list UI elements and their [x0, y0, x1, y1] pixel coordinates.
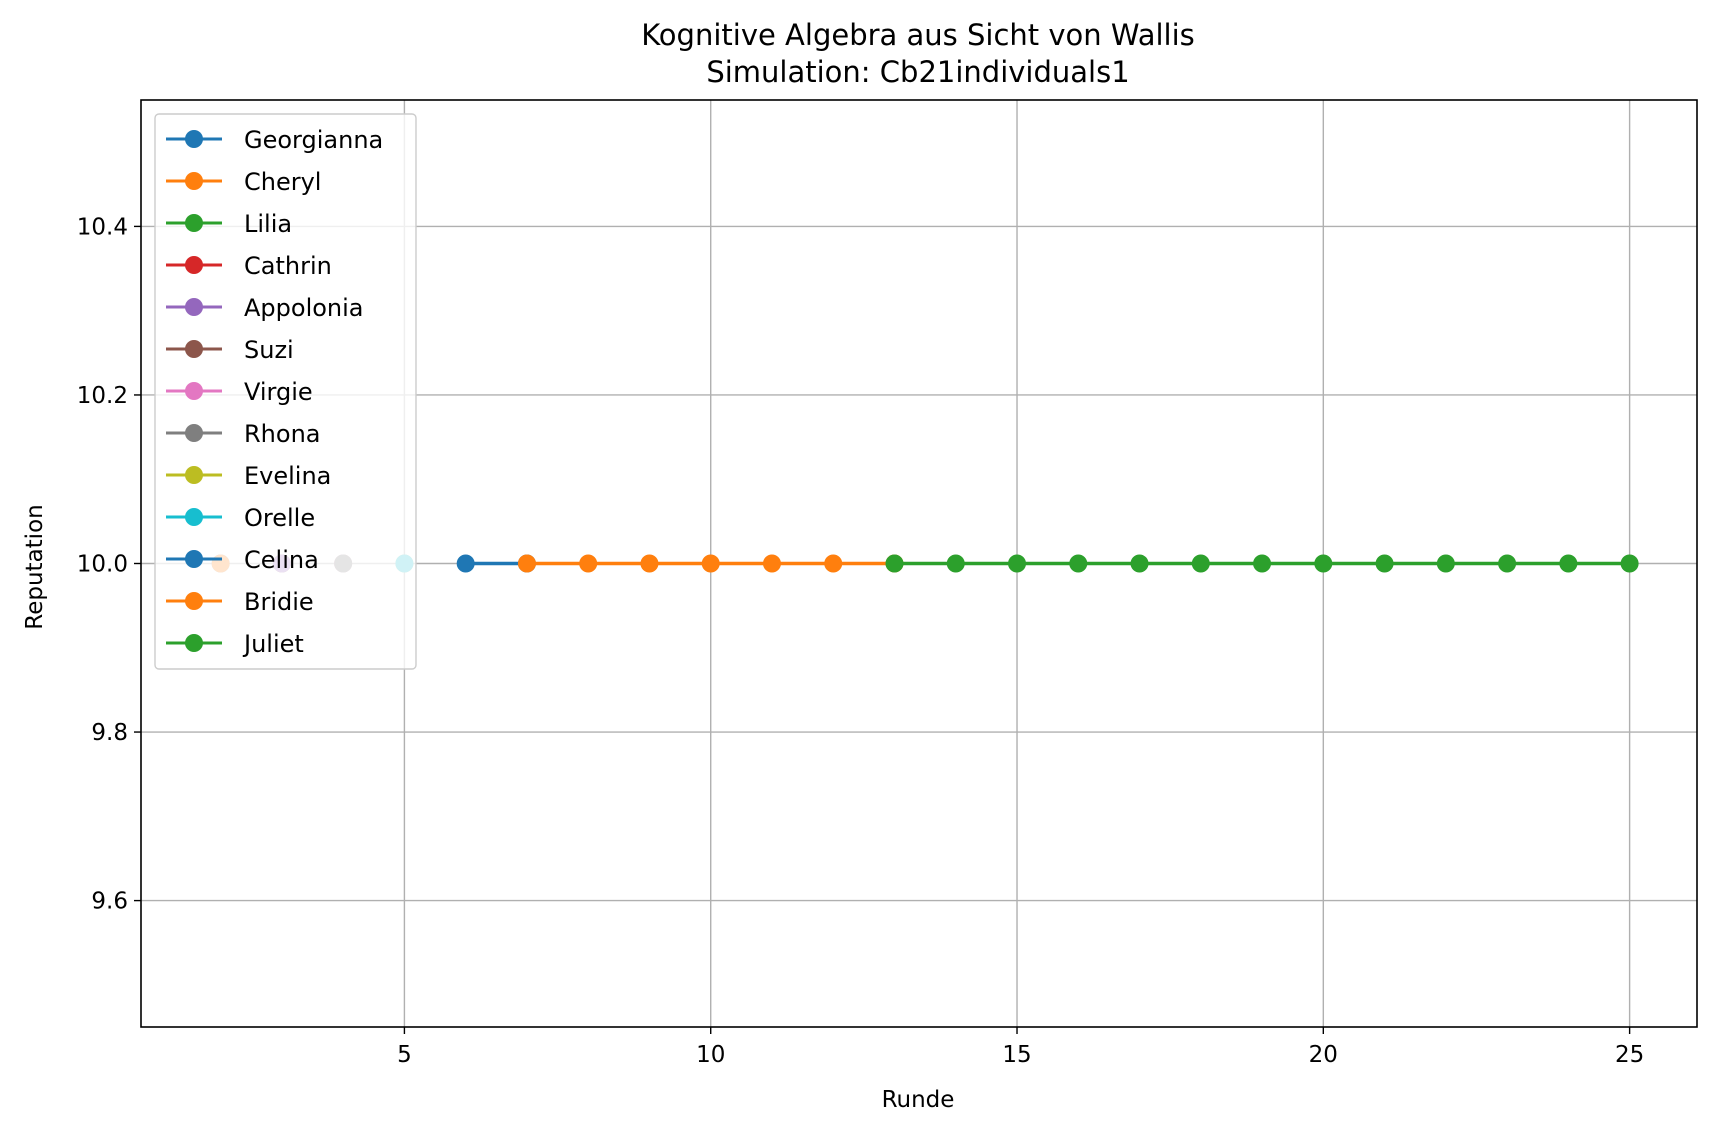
data-point	[946, 554, 965, 573]
legend-label: Celina	[244, 546, 319, 574]
legend-item: Cheryl	[166, 168, 321, 196]
legend-label: Rhona	[244, 420, 321, 448]
legend-marker	[185, 466, 203, 484]
y-tick-label: 9.6	[91, 889, 128, 915]
legend-item: Bridie	[166, 588, 314, 616]
legend-marker	[185, 592, 203, 610]
legend-item: Appolonia	[166, 294, 364, 322]
data-point	[1253, 554, 1272, 573]
legend-marker	[185, 298, 203, 316]
legend-marker	[185, 256, 203, 274]
legend-item: Orelle	[166, 504, 315, 532]
legend-marker	[185, 214, 203, 232]
legend-item: Evelina	[166, 462, 331, 490]
legend-label: Evelina	[244, 462, 331, 490]
data-point	[885, 554, 904, 573]
legend-label: Virgie	[244, 378, 313, 406]
data-point	[1559, 554, 1578, 573]
axis-ticks: 5 10 15 20 25 9.6 9.8 10.0 10.2 10.4	[77, 214, 1644, 1068]
x-tick-label: 25	[1615, 1042, 1644, 1068]
legend-label: Georgianna	[244, 126, 383, 154]
legend-marker	[185, 634, 203, 652]
y-axis-label: Reputation	[22, 504, 48, 629]
legend-marker	[185, 550, 203, 568]
legend-marker	[185, 508, 203, 526]
legend-item: Cathrin	[166, 252, 332, 280]
legend-label: Appolonia	[244, 294, 364, 322]
data-point	[1069, 554, 1088, 573]
legend-marker	[185, 382, 203, 400]
data-point	[640, 554, 659, 573]
legend-marker	[185, 340, 203, 358]
legend-frame	[154, 113, 417, 670]
legend-marker	[185, 172, 203, 190]
data-point	[824, 554, 843, 573]
data-point	[1008, 554, 1027, 573]
legend-label: Orelle	[244, 504, 315, 532]
y-tick-label: 10.0	[77, 552, 128, 578]
data-point	[762, 554, 781, 573]
legend-item: Juliet	[166, 630, 304, 658]
data-point	[1498, 554, 1517, 573]
legend-item: Celina	[166, 546, 319, 574]
legend-item: Virgie	[166, 378, 313, 406]
legend-label: Juliet	[242, 630, 304, 658]
data-point	[1191, 554, 1210, 573]
legend-item: Rhona	[166, 420, 321, 448]
y-tick-label: 10.4	[77, 214, 128, 240]
y-tick-label: 10.2	[77, 383, 128, 409]
data-point	[1130, 554, 1149, 573]
data-point	[1620, 554, 1639, 573]
legend-item: Suzi	[166, 336, 294, 364]
legend-label: Cheryl	[244, 168, 321, 196]
chart-title: Kognitive Algebra aus Sicht von Wallis	[641, 18, 1195, 52]
data-point	[517, 554, 536, 573]
legend-item: Georgianna	[166, 126, 383, 154]
x-axis-label: Runde	[882, 1087, 955, 1113]
data-point	[1375, 554, 1394, 573]
data-point	[579, 554, 598, 573]
legend-label: Lilia	[244, 210, 292, 238]
series-juliet	[885, 554, 1639, 573]
data-point	[701, 554, 720, 573]
legend-marker	[185, 424, 203, 442]
data-point	[1314, 554, 1333, 573]
x-tick-label: 20	[1309, 1042, 1338, 1068]
legend-marker	[185, 130, 203, 148]
data-point	[1436, 554, 1455, 573]
x-tick-label: 15	[1002, 1042, 1031, 1068]
legend-item: Lilia	[166, 210, 292, 238]
y-tick-label: 9.8	[91, 720, 128, 746]
chart-subtitle: Simulation: Cb21individuals1	[706, 55, 1129, 89]
legend: Georgianna Cheryl Lilia Cathrin Appolonia Suz…	[154, 113, 417, 670]
x-tick-label: 10	[696, 1042, 725, 1068]
legend-label: Suzi	[244, 336, 294, 364]
legend-label: Cathrin	[244, 252, 332, 280]
axes-frame	[140, 99, 1698, 1028]
legend-label: Bridie	[244, 588, 314, 616]
x-tick-label: 5	[397, 1042, 412, 1068]
data-point	[456, 554, 475, 573]
